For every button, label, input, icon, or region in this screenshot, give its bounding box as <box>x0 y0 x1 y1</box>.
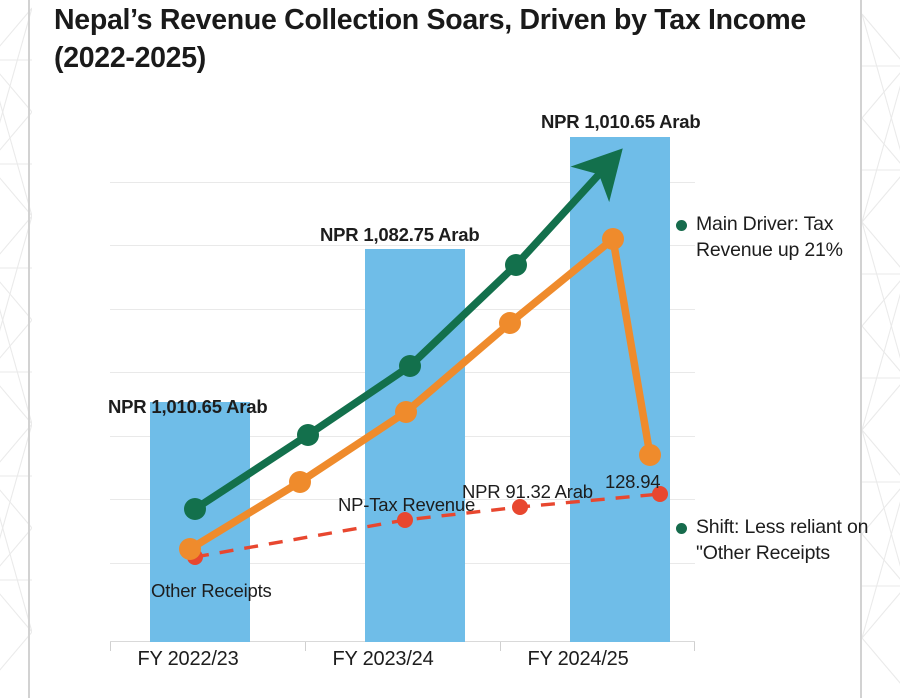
legend-item-other-receipts[interactable]: Shift: Less reliant on "Other Receipts <box>676 515 894 566</box>
decorative-line-pattern-left <box>0 7 32 671</box>
right-border-rule <box>860 0 862 698</box>
axis-tick <box>500 642 501 651</box>
legend-dot-icon <box>676 523 687 534</box>
series-non-tax-revenue-line <box>186 235 654 553</box>
left-border-rule <box>28 0 30 698</box>
bar-label-fy-2022-23: NPR 1,010.65 Arab <box>108 396 268 417</box>
annotation-non-tax-revenue: NP-Tax Revenue <box>338 494 476 515</box>
decorative-line-pattern-right <box>862 13 900 684</box>
axis-tick <box>305 642 306 651</box>
gridline <box>110 245 695 246</box>
x-axis-label-fy-2022-23: FY 2022/23 <box>137 648 239 670</box>
series-tax-revenue-markers <box>184 254 527 520</box>
series-tax-revenue-line <box>191 148 623 513</box>
series-other-receipts-line <box>194 492 661 559</box>
series-overlay <box>179 148 668 565</box>
x-axis-label-fy-2023-24: FY 2023/24 <box>332 648 434 670</box>
bar-label-fy-2024-25: NPR 1,010.65 Arab <box>541 111 701 132</box>
axis-tick <box>694 642 695 651</box>
series-non-tax-revenue-markers <box>179 228 661 560</box>
legend-label: Shift: Less reliant on "Other Receipts <box>696 516 869 564</box>
axis-tick <box>110 642 111 651</box>
chart-title: Nepal’s Revenue Collection Soars, Driven… <box>54 4 806 74</box>
bar-fy-2023-24[interactable] <box>365 249 465 642</box>
legend-item-tax-revenue[interactable]: Main Driver: Tax Revenue up 21% <box>676 212 891 263</box>
x-axis-label-fy-2024-25: FY 2024/25 <box>527 648 629 670</box>
bar-label-fy-2023-24: NPR 1,082.75 Arab <box>320 224 480 245</box>
annotation-npr-91-32: NPR 91.32 Arab <box>462 481 593 502</box>
legend-label: Main Driver: Tax Revenue up 21% <box>696 213 843 261</box>
annotation-other-receipts: Other Receipts <box>151 580 272 601</box>
bar-fy-2024-25[interactable] <box>570 137 670 642</box>
plot-area <box>110 137 695 651</box>
gridline <box>110 182 695 183</box>
annotation-value-128-94: 128.94 <box>605 471 661 492</box>
legend-dot-icon <box>676 220 687 231</box>
